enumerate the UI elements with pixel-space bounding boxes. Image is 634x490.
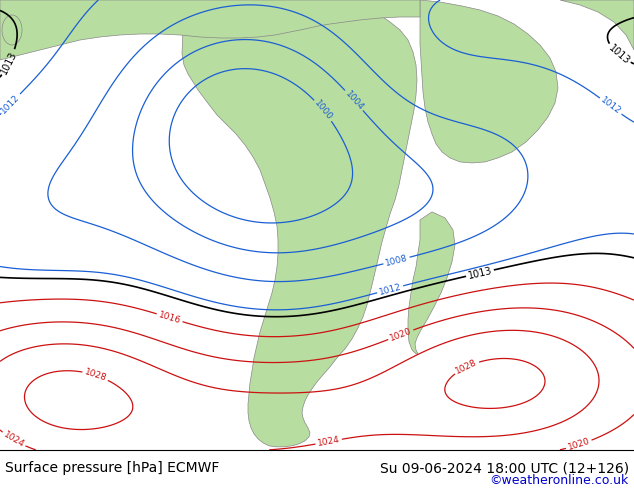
Text: 1016: 1016 (157, 310, 182, 325)
Text: 1020: 1020 (389, 326, 413, 343)
Text: 1024: 1024 (316, 435, 340, 448)
Text: 1013: 1013 (467, 266, 493, 281)
Text: 1028: 1028 (454, 358, 479, 376)
Text: ©weatheronline.co.uk: ©weatheronline.co.uk (489, 474, 629, 487)
Text: 1000: 1000 (313, 98, 334, 122)
Polygon shape (408, 212, 455, 354)
Text: Su 09-06-2024 18:00 UTC (12+126): Su 09-06-2024 18:00 UTC (12+126) (380, 461, 629, 475)
Text: 1028: 1028 (83, 368, 108, 383)
Text: 1013: 1013 (0, 49, 19, 75)
Text: 1012: 1012 (598, 96, 623, 117)
Text: Surface pressure [hPa] ECMWF: Surface pressure [hPa] ECMWF (5, 461, 219, 475)
Text: 1012: 1012 (378, 282, 403, 296)
Text: 1020: 1020 (567, 437, 591, 452)
Text: 1004: 1004 (343, 89, 365, 112)
Polygon shape (420, 0, 558, 163)
Text: 1024: 1024 (1, 430, 25, 449)
Polygon shape (560, 0, 634, 50)
Polygon shape (182, 0, 417, 447)
Text: 1013: 1013 (606, 43, 631, 66)
Ellipse shape (2, 15, 22, 45)
Polygon shape (0, 0, 420, 60)
Text: 1012: 1012 (0, 92, 22, 115)
Text: 1008: 1008 (384, 253, 409, 268)
